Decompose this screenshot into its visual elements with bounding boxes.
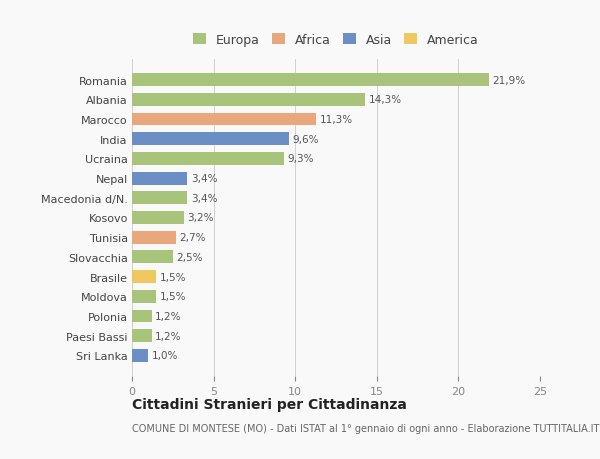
Bar	[132, 94, 365, 106]
Text: Cittadini Stranieri per Cittadinanza: Cittadini Stranieri per Cittadinanza	[132, 397, 407, 412]
Bar	[132, 74, 490, 87]
Text: 9,6%: 9,6%	[292, 134, 319, 145]
Text: 1,2%: 1,2%	[155, 311, 181, 321]
Bar	[132, 349, 148, 362]
Bar	[132, 330, 152, 342]
Text: 11,3%: 11,3%	[320, 115, 353, 125]
Text: 2,5%: 2,5%	[176, 252, 203, 263]
Bar	[132, 231, 176, 244]
Text: 3,4%: 3,4%	[191, 174, 217, 184]
Bar	[132, 310, 152, 323]
Text: 1,5%: 1,5%	[160, 291, 186, 302]
Text: 21,9%: 21,9%	[493, 75, 526, 85]
Legend: Europa, Africa, Asia, America: Europa, Africa, Asia, America	[191, 31, 481, 49]
Bar	[132, 271, 157, 283]
Text: 1,2%: 1,2%	[155, 331, 181, 341]
Text: 1,0%: 1,0%	[152, 351, 178, 361]
Bar	[132, 251, 173, 264]
Text: 3,4%: 3,4%	[191, 193, 217, 203]
Bar	[132, 212, 184, 224]
Bar	[132, 290, 157, 303]
Text: 14,3%: 14,3%	[368, 95, 402, 105]
Bar	[132, 153, 284, 165]
Bar	[132, 192, 187, 205]
Text: 9,3%: 9,3%	[287, 154, 314, 164]
Text: 2,7%: 2,7%	[179, 233, 206, 243]
Bar	[132, 113, 316, 126]
Text: COMUNE DI MONTESE (MO) - Dati ISTAT al 1° gennaio di ogni anno - Elaborazione TU: COMUNE DI MONTESE (MO) - Dati ISTAT al 1…	[132, 424, 599, 433]
Text: 1,5%: 1,5%	[160, 272, 186, 282]
Text: 3,2%: 3,2%	[187, 213, 214, 223]
Bar	[132, 133, 289, 146]
Bar	[132, 172, 187, 185]
